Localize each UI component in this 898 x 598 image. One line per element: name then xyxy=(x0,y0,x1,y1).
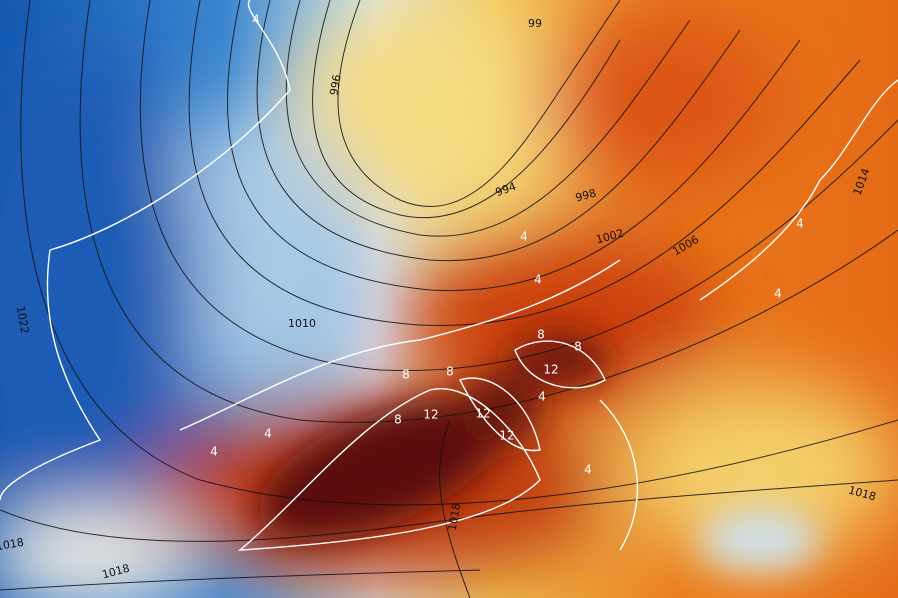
temperature-label: 4 xyxy=(796,217,804,231)
temperature-label: 8 xyxy=(537,328,545,342)
temperature-label: 12 xyxy=(423,408,438,422)
temperature-label: 12 xyxy=(475,407,490,421)
isobar-label: 1018 xyxy=(446,502,464,532)
temperature-contours xyxy=(0,0,898,551)
isobar-label: 1010 xyxy=(288,317,316,330)
isobar-label: 996 xyxy=(327,73,343,96)
temperature-label: 4 xyxy=(774,287,782,301)
temperature-label: 8 xyxy=(402,368,410,382)
temperature-label: 4 xyxy=(584,463,592,477)
temperature-label: 4 xyxy=(538,390,546,404)
temperature-label: 12 xyxy=(499,429,514,443)
temperature-label: 4 xyxy=(264,427,272,441)
temperature-label: 4 xyxy=(520,230,528,244)
temperature-label: 8 xyxy=(446,365,454,379)
isobar-label: 99 xyxy=(528,17,542,30)
temperature-label: 8 xyxy=(394,413,402,427)
temperature-label: 4 xyxy=(534,273,542,287)
isobar-label: 1022 xyxy=(14,305,32,335)
temperature-label: 4 xyxy=(252,13,260,27)
isobar-label: 1018 xyxy=(0,536,25,554)
temperature-label: 12 xyxy=(543,363,558,377)
temperature-label: 4 xyxy=(210,445,218,459)
temperature-label: 8 xyxy=(574,340,582,354)
isobar-label: 998 xyxy=(574,187,598,205)
